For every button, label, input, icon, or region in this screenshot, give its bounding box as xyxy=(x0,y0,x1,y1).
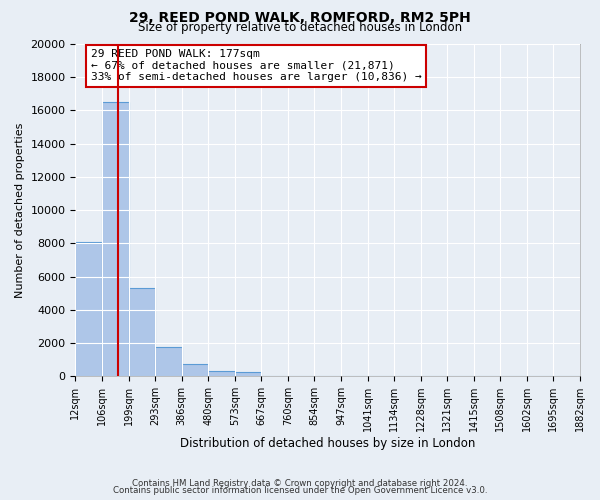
X-axis label: Distribution of detached houses by size in London: Distribution of detached houses by size … xyxy=(180,437,475,450)
Text: 29, REED POND WALK, ROMFORD, RM2 5PH: 29, REED POND WALK, ROMFORD, RM2 5PH xyxy=(129,11,471,25)
Text: 29 REED POND WALK: 177sqm
← 67% of detached houses are smaller (21,871)
33% of s: 29 REED POND WALK: 177sqm ← 67% of detac… xyxy=(91,49,421,82)
Text: Size of property relative to detached houses in London: Size of property relative to detached ho… xyxy=(138,21,462,34)
Bar xyxy=(208,371,235,376)
Text: Contains HM Land Registry data © Crown copyright and database right 2024.: Contains HM Land Registry data © Crown c… xyxy=(132,478,468,488)
Bar xyxy=(76,242,102,376)
Bar xyxy=(182,364,208,376)
Bar xyxy=(235,372,262,376)
Bar xyxy=(102,102,128,376)
Y-axis label: Number of detached properties: Number of detached properties xyxy=(15,122,25,298)
Bar xyxy=(128,288,155,376)
Bar xyxy=(155,347,182,376)
Text: Contains public sector information licensed under the Open Government Licence v3: Contains public sector information licen… xyxy=(113,486,487,495)
